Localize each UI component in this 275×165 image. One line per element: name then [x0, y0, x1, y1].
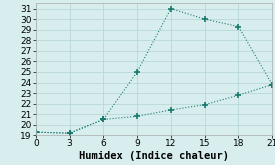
- X-axis label: Humidex (Indice chaleur): Humidex (Indice chaleur): [79, 151, 229, 161]
